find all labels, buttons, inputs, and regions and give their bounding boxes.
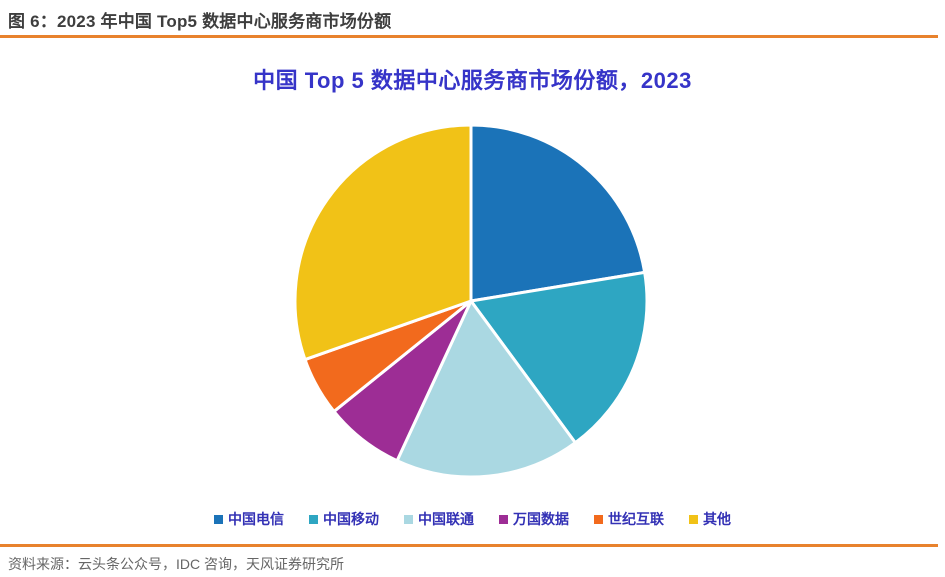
legend-label: 中国电信 [228, 511, 284, 527]
pie-slice [395, 299, 577, 479]
legend-item: 中国联通 [404, 509, 474, 529]
legend-swatch-icon [309, 514, 318, 524]
header-divider [0, 35, 938, 38]
footer-divider [0, 544, 938, 547]
pie-slice [293, 123, 473, 362]
chart-title: 中国 Top 5 数据中心服务商市场份额，2023 [253, 68, 692, 93]
legend-item: 中国移动 [309, 509, 379, 529]
pie-slice [469, 270, 649, 445]
figure-caption: 图 6：2023 年中国 Top5 数据中心服务商市场份额 [8, 12, 392, 31]
legend-swatch-icon [689, 514, 698, 524]
legend-item: 其他 [689, 509, 731, 529]
pie-slice [469, 123, 647, 303]
legend-label: 中国联通 [418, 511, 474, 527]
chart-legend: 中国电信 中国移动 中国联通 万国数据 世纪互联 其他 [0, 509, 945, 529]
pie-chart [293, 123, 649, 479]
legend-swatch-icon [499, 514, 508, 524]
legend-label: 中国移动 [323, 511, 379, 527]
source-note: 资料来源：云头条公众号，IDC 咨询，天风证券研究所 [8, 556, 344, 572]
legend-label: 世纪互联 [608, 511, 664, 527]
legend-swatch-icon [214, 514, 223, 524]
legend-item: 中国电信 [214, 509, 284, 529]
legend-swatch-icon [404, 514, 413, 524]
legend-item: 万国数据 [499, 509, 569, 529]
legend-label: 其他 [703, 511, 731, 527]
legend-label: 万国数据 [513, 511, 569, 527]
legend-item: 世纪互联 [594, 509, 664, 529]
legend-swatch-icon [594, 514, 603, 524]
